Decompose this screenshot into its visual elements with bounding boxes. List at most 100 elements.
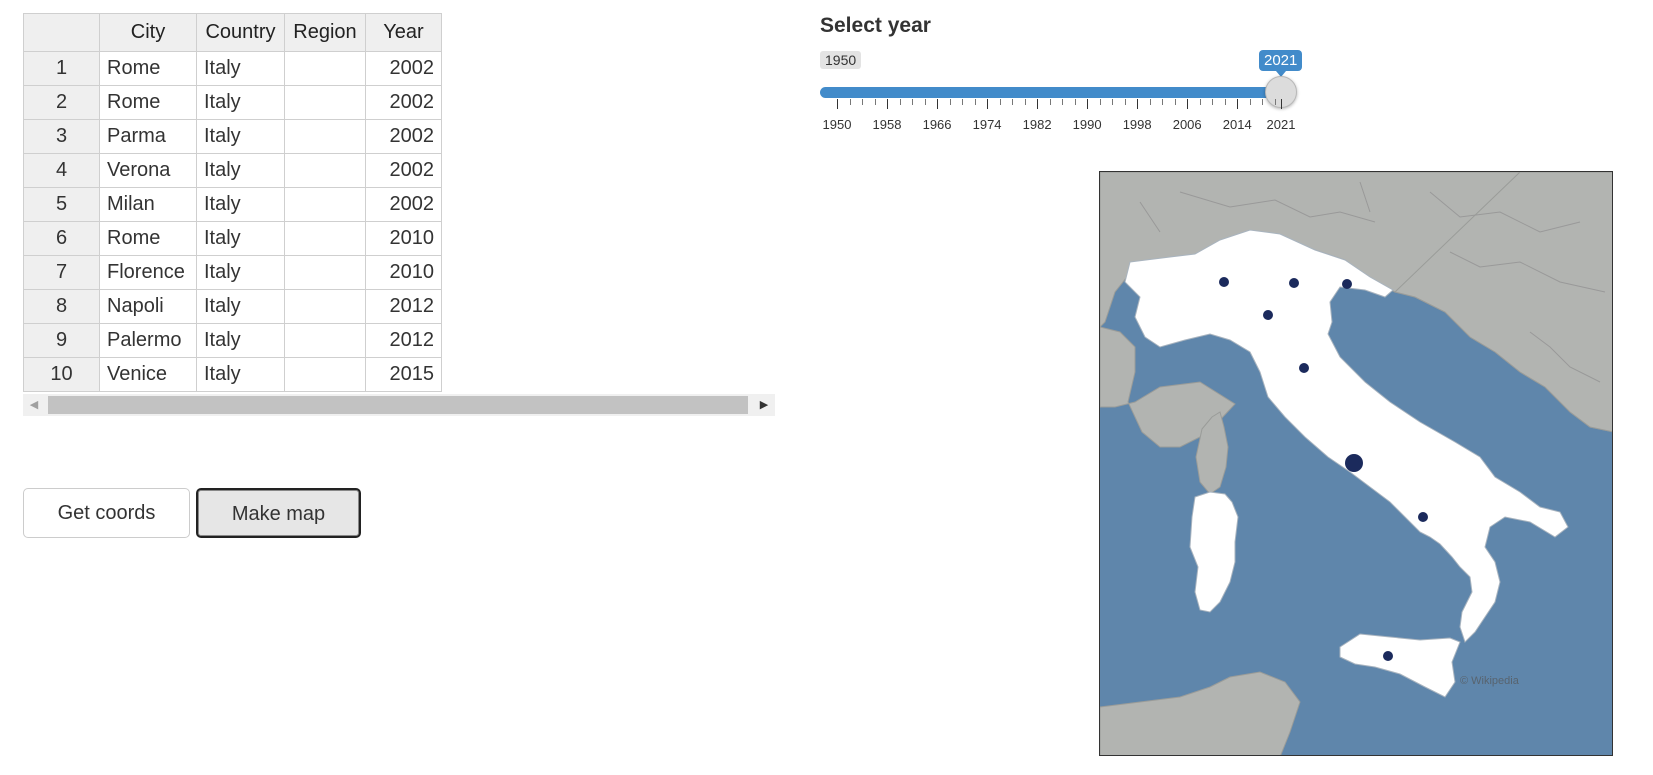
table-row[interactable]: 5 Milan Italy 2002 — [23, 187, 442, 222]
region-cell — [284, 289, 366, 324]
map-svg: © Wikipedia — [1100, 172, 1612, 755]
land-africa — [1100, 671, 1301, 755]
column-header-region[interactable]: Region — [284, 13, 366, 52]
slider-minor-tick — [1062, 99, 1064, 105]
slider-major-tick — [1187, 99, 1189, 109]
table-row[interactable]: 6 Rome Italy 2010 — [23, 221, 442, 256]
slider-major-tick — [1137, 99, 1139, 109]
slider-tick-label: 1958 — [872, 117, 902, 132]
scroll-right-icon[interactable]: ▶ — [759, 399, 769, 411]
map-point-venice[interactable] — [1342, 279, 1352, 289]
table-row[interactable]: 1 Rome Italy 2002 — [23, 51, 442, 86]
slider-minor-tick — [1124, 99, 1126, 105]
slider-minor-tick — [862, 99, 863, 105]
get-coords-button[interactable]: Get coords — [23, 488, 190, 538]
map-point-parma[interactable] — [1263, 310, 1273, 320]
region-cell — [284, 357, 366, 392]
slider-major-tick — [1087, 99, 1089, 109]
country-cell: Italy — [196, 323, 285, 358]
row-index-cell: 6 — [23, 221, 100, 256]
slider-major-tick — [1037, 99, 1039, 109]
column-header-index[interactable] — [23, 13, 100, 52]
region-cell — [284, 255, 366, 290]
slider-minor-tick — [1024, 99, 1026, 105]
table-row[interactable]: 2 Rome Italy 2002 — [23, 85, 442, 120]
year-cell: 2002 — [365, 51, 442, 86]
slider-major-tick — [1237, 99, 1239, 109]
table-row[interactable]: 9 Palermo Italy 2012 — [23, 323, 442, 358]
year-cell: 2012 — [365, 289, 442, 324]
column-header-year[interactable]: Year — [365, 13, 442, 52]
scrollbar-thumb[interactable] — [48, 396, 748, 414]
year-cell: 2002 — [365, 187, 442, 222]
table-row[interactable]: 3 Parma Italy 2002 — [23, 119, 442, 154]
country-cell: Italy — [196, 153, 285, 188]
map-point-florence[interactable] — [1299, 363, 1309, 373]
slider-minor-tick — [1249, 99, 1251, 105]
slider-tick-label: 1974 — [972, 117, 1002, 132]
slider-minor-tick — [1262, 99, 1264, 105]
year-slider[interactable]: 1950 2021 1950 1958 1966 1974 1982 1990 1998 20… — [820, 48, 1303, 138]
slider-minor-tick — [912, 99, 914, 105]
table-row[interactable]: 7 Florence Italy 2010 — [23, 255, 442, 290]
country-cell: Italy — [196, 119, 285, 154]
slider-minor-tick — [1074, 99, 1076, 105]
slider-min-badge: 1950 — [820, 51, 862, 69]
year-cell: 2002 — [365, 85, 442, 120]
data-table: City Country Region Year 1 Rome Italy 2002 2… — [23, 13, 442, 392]
slider-tick-label: 2021 — [1266, 117, 1296, 132]
slider-major-tick — [987, 99, 989, 109]
country-cell: Italy — [196, 221, 285, 256]
column-header-city[interactable]: City — [99, 13, 197, 52]
slider-tick-label: 1966 — [922, 117, 952, 132]
map-point-verona[interactable] — [1289, 278, 1299, 288]
city-cell: Rome — [99, 85, 197, 120]
slider-tick-label: 1990 — [1072, 117, 1102, 132]
map-point-palermo[interactable] — [1383, 651, 1393, 661]
country-cell: Italy — [196, 85, 285, 120]
horizontal-scrollbar[interactable]: ◀ ▶ — [23, 394, 775, 416]
region-cell — [284, 153, 366, 188]
sicily-island — [1339, 633, 1461, 698]
slider-minor-tick — [1212, 99, 1214, 105]
table-row[interactable]: 8 Napoli Italy 2012 — [23, 289, 442, 324]
region-cell — [284, 51, 366, 86]
city-cell: Milan — [99, 187, 197, 222]
sardinia-island — [1189, 491, 1239, 613]
slider-minor-tick — [1174, 99, 1176, 105]
map[interactable]: © Wikipedia — [1099, 171, 1613, 756]
row-index-cell: 9 — [23, 323, 100, 358]
city-cell: Napoli — [99, 289, 197, 324]
year-cell: 2010 — [365, 221, 442, 256]
slider-minor-tick — [1112, 99, 1114, 105]
row-index-cell: 3 — [23, 119, 100, 154]
row-index-cell: 2 — [23, 85, 100, 120]
slider-track[interactable] — [820, 87, 1281, 98]
row-index-cell: 5 — [23, 187, 100, 222]
map-point-rome[interactable] — [1345, 454, 1363, 472]
year-cell: 2010 — [365, 255, 442, 290]
region-cell — [284, 187, 366, 222]
table-header-row: City Country Region Year — [23, 13, 442, 52]
map-point-milan[interactable] — [1219, 277, 1229, 287]
map-point-napoli[interactable] — [1418, 512, 1428, 522]
column-header-country[interactable]: Country — [196, 13, 285, 52]
table-row[interactable]: 4 Verona Italy 2002 — [23, 153, 442, 188]
city-cell: Venice — [99, 357, 197, 392]
slider-minor-tick — [899, 99, 901, 105]
scroll-left-icon[interactable]: ◀ — [29, 399, 39, 411]
slider-ticks: 1950 1958 1966 1974 1982 1990 1998 2006 2014 2021 — [820, 99, 1295, 132]
country-cell: Italy — [196, 187, 285, 222]
slider-major-tick — [1281, 99, 1282, 109]
region-cell — [284, 221, 366, 256]
country-cell: Italy — [196, 255, 285, 290]
table-row[interactable]: 10 Venice Italy 2015 — [23, 357, 442, 392]
slider-minor-tick — [924, 99, 926, 105]
region-cell — [284, 323, 366, 358]
map-points — [1219, 277, 1428, 661]
region-cell — [284, 85, 366, 120]
year-cell: 2012 — [365, 323, 442, 358]
make-map-button[interactable]: Make map — [196, 488, 361, 538]
slider-minor-tick — [1149, 99, 1151, 105]
slider-minor-tick — [1049, 99, 1051, 105]
